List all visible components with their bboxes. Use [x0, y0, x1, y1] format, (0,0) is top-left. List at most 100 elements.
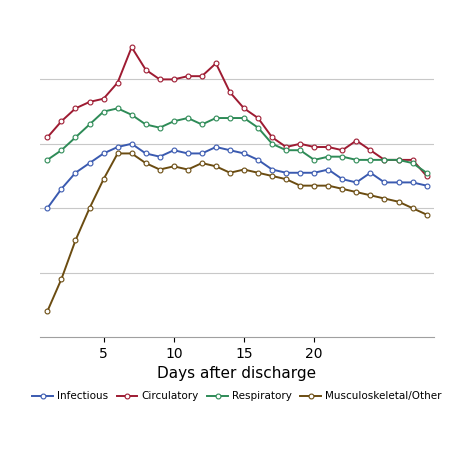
Musculoskeletal/Other: [410, 205, 415, 211]
Infectious: [410, 180, 415, 185]
Respiratory: [241, 115, 247, 121]
Line: Infectious: Infectious: [45, 141, 429, 210]
Infectious: [269, 167, 275, 173]
Infectious: [283, 170, 289, 175]
Infectious: [311, 170, 317, 175]
Circulatory: [255, 115, 261, 121]
X-axis label: Days after discharge: Days after discharge: [157, 366, 317, 381]
Respiratory: [101, 109, 107, 114]
Musculoskeletal/Other: [185, 167, 191, 173]
Musculoskeletal/Other: [101, 176, 107, 182]
Infectious: [339, 176, 345, 182]
Circulatory: [157, 76, 163, 82]
Respiratory: [311, 157, 317, 163]
Circulatory: [227, 90, 233, 95]
Infectious: [115, 144, 120, 150]
Respiratory: [297, 147, 303, 153]
Line: Circulatory: Circulatory: [45, 45, 429, 178]
Infectious: [199, 151, 205, 156]
Musculoskeletal/Other: [339, 186, 345, 191]
Infectious: [101, 151, 107, 156]
Respiratory: [129, 112, 135, 118]
Musculoskeletal/Other: [227, 170, 233, 175]
Musculoskeletal/Other: [326, 183, 331, 189]
Circulatory: [241, 106, 247, 111]
Infectious: [297, 170, 303, 175]
Musculoskeletal/Other: [59, 276, 64, 282]
Infectious: [59, 186, 64, 191]
Musculoskeletal/Other: [171, 164, 177, 169]
Musculoskeletal/Other: [73, 237, 78, 243]
Respiratory: [326, 154, 331, 160]
Respiratory: [157, 125, 163, 130]
Circulatory: [311, 144, 317, 150]
Musculoskeletal/Other: [297, 183, 303, 189]
Respiratory: [45, 157, 50, 163]
Circulatory: [339, 147, 345, 153]
Musculoskeletal/Other: [255, 170, 261, 175]
Circulatory: [410, 157, 415, 163]
Line: Musculoskeletal/Other: Musculoskeletal/Other: [45, 151, 429, 314]
Infectious: [213, 144, 219, 150]
Musculoskeletal/Other: [396, 199, 401, 205]
Circulatory: [143, 67, 148, 73]
Respiratory: [339, 154, 345, 160]
Infectious: [129, 141, 135, 146]
Respiratory: [367, 157, 373, 163]
Circulatory: [199, 73, 205, 79]
Circulatory: [115, 80, 120, 85]
Musculoskeletal/Other: [199, 160, 205, 166]
Infectious: [255, 157, 261, 163]
Circulatory: [297, 141, 303, 146]
Circulatory: [326, 144, 331, 150]
Circulatory: [129, 45, 135, 50]
Musculoskeletal/Other: [283, 176, 289, 182]
Respiratory: [396, 157, 401, 163]
Respiratory: [424, 170, 429, 175]
Infectious: [143, 151, 148, 156]
Respiratory: [269, 141, 275, 146]
Circulatory: [59, 118, 64, 124]
Infectious: [382, 180, 387, 185]
Respiratory: [255, 125, 261, 130]
Circulatory: [382, 157, 387, 163]
Respiratory: [382, 157, 387, 163]
Musculoskeletal/Other: [424, 212, 429, 218]
Infectious: [241, 151, 247, 156]
Musculoskeletal/Other: [382, 196, 387, 201]
Musculoskeletal/Other: [157, 167, 163, 173]
Musculoskeletal/Other: [143, 160, 148, 166]
Respiratory: [115, 106, 120, 111]
Musculoskeletal/Other: [367, 192, 373, 198]
Respiratory: [143, 122, 148, 128]
Circulatory: [73, 106, 78, 111]
Line: Respiratory: Respiratory: [45, 106, 429, 175]
Respiratory: [213, 115, 219, 121]
Circulatory: [367, 147, 373, 153]
Circulatory: [213, 61, 219, 66]
Circulatory: [283, 144, 289, 150]
Circulatory: [185, 73, 191, 79]
Respiratory: [59, 147, 64, 153]
Respiratory: [171, 118, 177, 124]
Infectious: [227, 147, 233, 153]
Circulatory: [87, 99, 92, 105]
Respiratory: [199, 122, 205, 128]
Infectious: [45, 205, 50, 211]
Musculoskeletal/Other: [45, 309, 50, 314]
Respiratory: [73, 135, 78, 140]
Respiratory: [354, 157, 359, 163]
Respiratory: [283, 147, 289, 153]
Infectious: [87, 160, 92, 166]
Infectious: [367, 170, 373, 175]
Musculoskeletal/Other: [115, 151, 120, 156]
Infectious: [396, 180, 401, 185]
Circulatory: [396, 157, 401, 163]
Infectious: [73, 170, 78, 175]
Circulatory: [424, 173, 429, 179]
Circulatory: [269, 135, 275, 140]
Respiratory: [185, 115, 191, 121]
Circulatory: [45, 135, 50, 140]
Musculoskeletal/Other: [129, 151, 135, 156]
Respiratory: [227, 115, 233, 121]
